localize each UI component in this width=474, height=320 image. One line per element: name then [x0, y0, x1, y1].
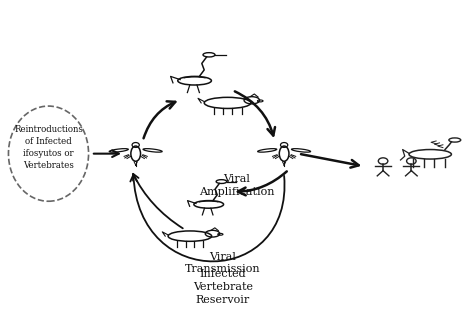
Text: Viral
Transmission: Viral Transmission — [185, 252, 261, 275]
Text: Viral
Amplification: Viral Amplification — [199, 174, 275, 197]
Text: Infected
Vertebrate
Reservoir: Infected Vertebrate Reservoir — [193, 269, 253, 305]
FancyArrowPatch shape — [130, 175, 284, 261]
Text: Reintroductions
of Infected
ifosyutos or
Vertebrates: Reintroductions of Infected ifosyutos or… — [14, 125, 83, 170]
